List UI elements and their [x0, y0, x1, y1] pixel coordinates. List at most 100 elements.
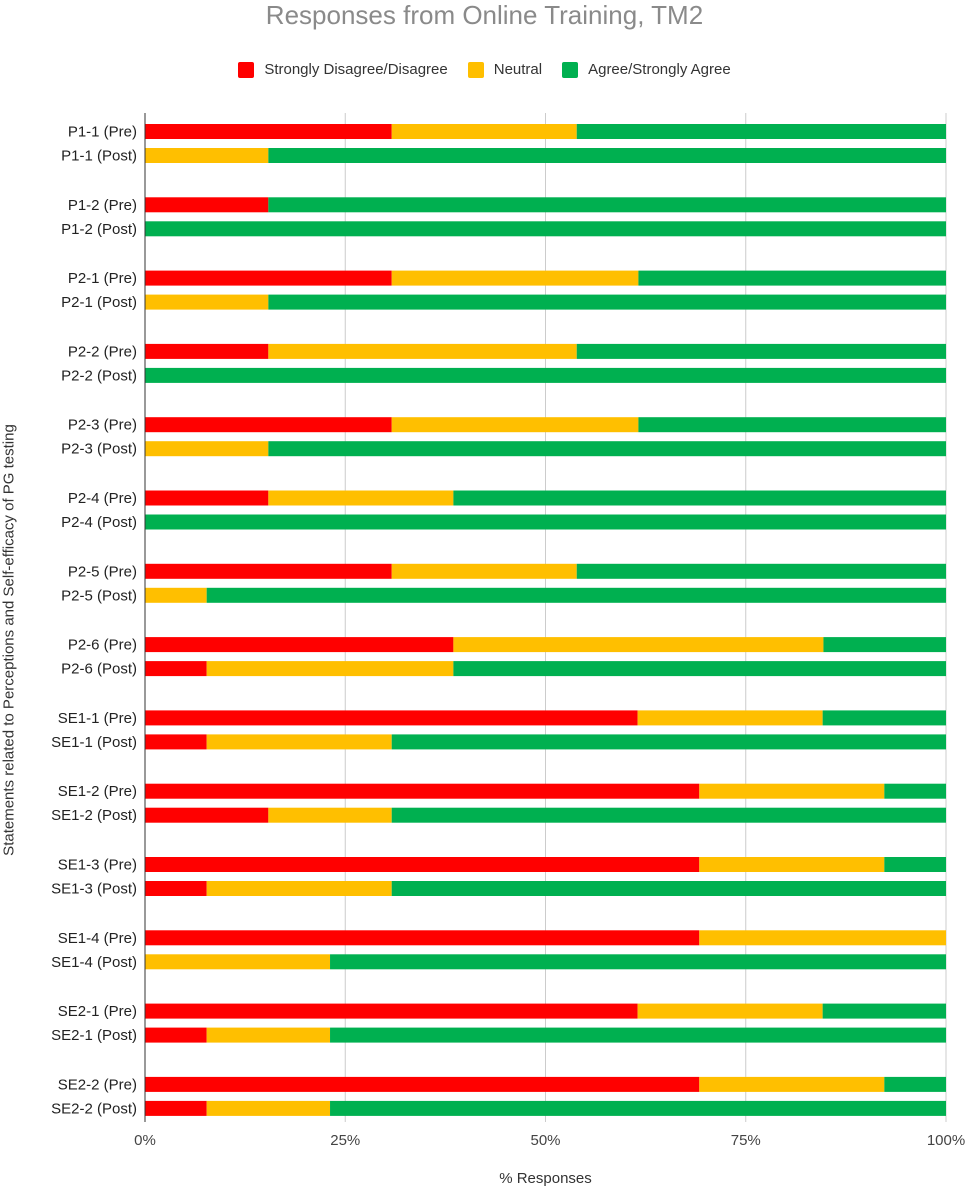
bar-segment[interactable]	[206, 587, 946, 603]
bar-segment[interactable]	[145, 343, 269, 359]
legend-item-agree[interactable]: Agree/Strongly Agree	[562, 61, 731, 78]
bar-segment[interactable]	[637, 710, 823, 726]
bar-segment[interactable]	[699, 857, 885, 872]
bar-segment[interactable]	[145, 783, 700, 799]
bar-segment[interactable]	[330, 1027, 946, 1043]
bar-segment[interactable]	[268, 490, 454, 506]
y-tick-label: P2-5 (Pre)	[68, 563, 137, 580]
bar-segment[interactable]	[699, 1076, 885, 1092]
bar-segment[interactable]	[453, 490, 946, 506]
y-tick-label: SE1-1 (Pre)	[58, 710, 137, 727]
x-tick-label: 25%	[330, 1132, 360, 1149]
bar-segment[interactable]	[638, 270, 946, 286]
bar-segment[interactable]	[145, 1003, 638, 1019]
bar-segment[interactable]	[145, 1027, 207, 1043]
legend-label-disagree: Strongly Disagree/Disagree	[264, 61, 448, 78]
bar-segment[interactable]	[206, 734, 392, 750]
legend-label-neutral: Neutral	[493, 61, 543, 78]
y-tick-label: P1-1 (Pre)	[68, 124, 137, 141]
bar-segment[interactable]	[206, 1100, 331, 1116]
bar-segment[interactable]	[145, 563, 392, 579]
bar-segment[interactable]	[268, 294, 946, 310]
legend-item-neutral[interactable]: Neutral	[467, 61, 543, 78]
bar-segment[interactable]	[391, 270, 639, 286]
bar-segment[interactable]	[576, 343, 946, 359]
bar-segment[interactable]	[145, 270, 392, 286]
bar-segment[interactable]	[206, 1027, 331, 1043]
bar-segment[interactable]	[884, 783, 946, 799]
y-tick-label: SE1-2 (Post)	[51, 807, 137, 824]
bar-segment[interactable]	[145, 857, 700, 872]
bar-segment[interactable]	[391, 807, 946, 823]
legend: Strongly Disagree/Disagree Neutral Agree…	[0, 61, 969, 78]
bar-segment[interactable]	[884, 857, 946, 872]
bar-segment[interactable]	[145, 1100, 207, 1116]
bar-segment[interactable]	[268, 197, 946, 213]
y-tick-label: SE2-1 (Post)	[51, 1027, 137, 1044]
bar-segment[interactable]	[699, 783, 885, 799]
bar-segment[interactable]	[145, 514, 946, 530]
bar-segment[interactable]	[145, 221, 946, 237]
bar-segment[interactable]	[884, 1076, 946, 1092]
bar-segment[interactable]	[391, 124, 577, 139]
bar-segment[interactable]	[145, 587, 207, 603]
bar-segment[interactable]	[206, 661, 454, 677]
y-tick-label: P2-3 (Pre)	[68, 417, 137, 434]
y-tick-label: P1-1 (Post)	[61, 148, 137, 165]
bar-segment[interactable]	[822, 710, 946, 726]
bar-segment[interactable]	[391, 734, 946, 750]
bars	[145, 124, 946, 1116]
legend-item-disagree[interactable]: Strongly Disagree/Disagree	[238, 61, 448, 78]
bar-segment[interactable]	[145, 710, 638, 726]
bar-segment[interactable]	[145, 881, 207, 896]
bar-segment[interactable]	[391, 563, 577, 579]
x-axis-title: % Responses	[499, 1170, 592, 1187]
bar-segment[interactable]	[576, 124, 946, 139]
legend-swatch-agree	[562, 61, 579, 78]
bar-segment[interactable]	[145, 294, 269, 310]
bar-segment[interactable]	[145, 954, 331, 970]
bar-segment[interactable]	[268, 807, 392, 823]
bar-segment[interactable]	[145, 734, 207, 750]
bar-segment[interactable]	[453, 637, 824, 653]
bar-segment[interactable]	[145, 661, 207, 677]
bar-segment[interactable]	[822, 1003, 946, 1019]
legend-swatch-neutral	[467, 61, 484, 78]
bar-segment[interactable]	[699, 930, 946, 946]
bar-segment[interactable]	[330, 954, 946, 970]
bar-segment[interactable]	[453, 661, 946, 677]
y-tick-label: SE1-2 (Pre)	[58, 783, 137, 800]
x-tick-label: 100%	[927, 1132, 965, 1149]
y-tick-label: P1-2 (Post)	[61, 221, 137, 238]
bar-segment[interactable]	[145, 197, 269, 213]
bar-segment[interactable]	[145, 1076, 700, 1092]
bar-segment[interactable]	[268, 343, 577, 359]
bar-segment[interactable]	[268, 148, 946, 163]
bar-segment[interactable]	[391, 417, 639, 433]
bar-segment[interactable]	[206, 881, 392, 896]
bar-segment[interactable]	[330, 1100, 946, 1116]
bar-segment[interactable]	[391, 881, 946, 896]
legend-swatch-disagree	[238, 61, 255, 78]
bar-segment[interactable]	[145, 637, 454, 653]
bar-segment[interactable]	[576, 563, 946, 579]
y-tick-label: P1-2 (Pre)	[68, 197, 137, 214]
bar-segment[interactable]	[637, 1003, 823, 1019]
bar-segment[interactable]	[145, 441, 269, 457]
bar-segment[interactable]	[145, 124, 392, 139]
y-tick-label: SE2-1 (Pre)	[58, 1003, 137, 1020]
bar-segment[interactable]	[268, 441, 946, 457]
bar-segment[interactable]	[823, 637, 946, 653]
bar-segment[interactable]	[145, 367, 946, 383]
y-tick-label: P2-5 (Post)	[61, 587, 137, 604]
bar-segment[interactable]	[145, 807, 269, 823]
bar-segment[interactable]	[145, 930, 700, 946]
y-tick-label: SE2-2 (Pre)	[58, 1076, 137, 1093]
bar-segment[interactable]	[638, 417, 946, 433]
bar-segment[interactable]	[145, 417, 392, 433]
bar-segment[interactable]	[145, 490, 269, 506]
chart-title: Responses from Online Training, TM2	[265, 0, 704, 30]
bar-segment[interactable]	[145, 148, 269, 163]
